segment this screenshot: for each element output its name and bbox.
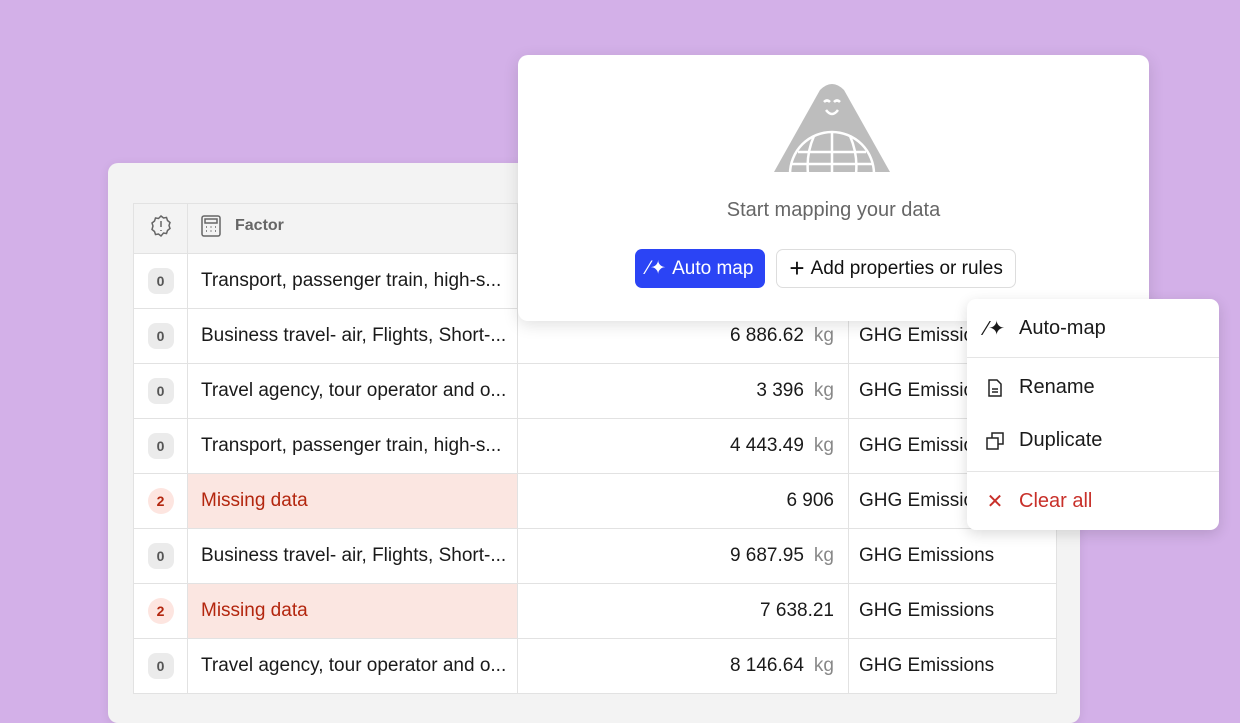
factor-column-header[interactable]: Factor	[187, 203, 518, 254]
issue-count-badge: 0	[147, 543, 174, 569]
value-amount: 9 687.95	[729, 545, 804, 566]
issue-count-badge: 2	[147, 488, 174, 514]
issues-cell: 0	[133, 418, 188, 474]
value-unit: kg	[813, 380, 834, 401]
duplicate-icon	[985, 431, 1005, 450]
table-row[interactable]: 0 Transport, passenger train, high-s... …	[133, 418, 1057, 474]
value-unit: kg	[813, 545, 834, 566]
factor-cell[interactable]: Travel agency, tour operator and o...	[187, 363, 518, 419]
issue-count-badge: 2	[147, 598, 174, 624]
auto-map-label: Auto map	[672, 257, 754, 279]
category-cell[interactable]: GHG Emissions	[848, 583, 1057, 639]
menu-item-duplicate[interactable]: Duplicate	[967, 414, 1219, 467]
issue-count-badge: 0	[147, 378, 174, 404]
issues-cell: 0	[133, 308, 188, 364]
issue-count-badge: 0	[147, 268, 174, 294]
value-amount: 6 886.62	[729, 325, 804, 346]
factor-cell[interactable]: Business travel- air, Flights, Short-...	[187, 528, 518, 584]
context-menu: ⁄✦ Auto-map Rename Duplicate ✕ Clear all	[967, 299, 1219, 530]
value-cell[interactable]: 9 687.95 kg	[517, 528, 849, 584]
value-amount: 7 638.21	[760, 600, 834, 621]
calculator-icon	[201, 215, 221, 237]
alert-badge-icon	[150, 214, 171, 238]
menu-label: Duplicate	[1019, 429, 1103, 451]
document-icon	[985, 378, 1005, 397]
value-amount: 8 146.64	[729, 655, 804, 676]
issues-cell: 2	[133, 473, 188, 529]
issue-count-badge: 0	[147, 323, 174, 349]
value-cell[interactable]: 4 443.49 kg	[517, 418, 849, 474]
factor-cell[interactable]: Transport, passenger train, high-s...	[187, 418, 518, 474]
issues-column-header[interactable]	[133, 203, 188, 254]
factor-header-label: Factor	[235, 217, 284, 234]
value-amount: 6 906	[786, 490, 834, 511]
factor-cell[interactable]: Missing data	[187, 473, 518, 529]
issues-cell: 2	[133, 583, 188, 639]
table-row[interactable]: 2 Missing data 6 906 GHG Emissio	[133, 473, 1057, 529]
value-cell[interactable]: 8 146.64 kg	[517, 638, 849, 694]
table-row[interactable]: 0 Travel agency, tour operator and o... …	[133, 638, 1057, 694]
category-cell[interactable]: GHG Emissions	[848, 638, 1057, 694]
issues-cell: 0	[133, 528, 188, 584]
value-cell[interactable]: 3 396 kg	[517, 363, 849, 419]
menu-item-rename[interactable]: Rename	[967, 361, 1219, 414]
table-row[interactable]: 0 Travel agency, tour operator and o... …	[133, 363, 1057, 419]
table-row[interactable]: 2 Missing data 7 638.21 GHG Emissions	[133, 583, 1057, 639]
menu-label: Auto-map	[1019, 316, 1106, 339]
value-amount: 4 443.49	[729, 435, 804, 456]
magic-wand-icon: ⁄✦	[984, 317, 1006, 340]
auto-map-button[interactable]: ⁄✦ Auto map	[635, 249, 766, 288]
factor-cell[interactable]: Business travel- air, Flights, Short-...	[187, 308, 518, 364]
menu-item-clear-all[interactable]: ✕ Clear all	[967, 472, 1219, 530]
issues-cell: 0	[133, 253, 188, 309]
empty-state-message: Start mapping your data	[726, 199, 941, 221]
magic-wand-icon: ⁄✦	[647, 258, 667, 279]
close-icon: ✕	[986, 490, 1004, 513]
issue-count-badge: 0	[147, 653, 174, 679]
issues-cell: 0	[133, 638, 188, 694]
issue-count-badge: 0	[147, 433, 174, 459]
value-unit: kg	[813, 655, 834, 676]
factor-cell[interactable]: Missing data	[187, 583, 518, 639]
add-properties-label: Add properties or rules	[810, 257, 1003, 279]
value-cell[interactable]: 7 638.21	[517, 583, 849, 639]
value-unit: kg	[813, 435, 834, 456]
value-amount: 3 396	[756, 380, 804, 401]
menu-label: Clear all	[1019, 489, 1093, 512]
divider	[967, 471, 1219, 472]
factor-cell[interactable]: Travel agency, tour operator and o...	[187, 638, 518, 694]
issues-cell: 0	[133, 363, 188, 419]
menu-item-auto-map[interactable]: ⁄✦ Auto-map	[967, 299, 1219, 357]
category-cell[interactable]: GHG Emissions	[848, 528, 1057, 584]
plus-icon: +	[789, 253, 805, 283]
add-properties-button[interactable]: + Add properties or rules	[776, 249, 1016, 288]
factor-cell[interactable]: Transport, passenger train, high-s...	[187, 253, 518, 309]
table-row[interactable]: 0 Business travel- air, Flights, Short-.…	[133, 528, 1057, 584]
divider	[967, 357, 1219, 358]
globe-mountain-illustration	[774, 84, 890, 174]
value-unit: kg	[813, 325, 834, 346]
menu-label: Rename	[1019, 376, 1095, 398]
value-cell[interactable]: 6 906	[517, 473, 849, 529]
mapping-empty-state-popup: Start mapping your data ⁄✦ Auto map + Ad…	[518, 55, 1149, 321]
